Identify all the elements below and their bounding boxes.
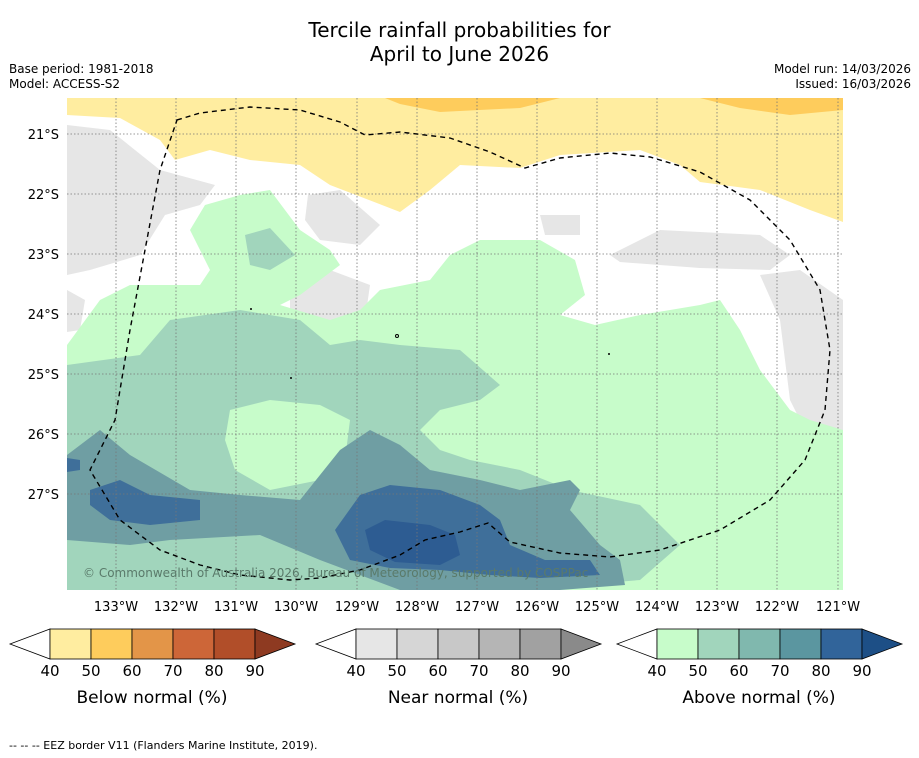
lon-label: 126°W: [515, 600, 559, 615]
issued-date: Issued: 16/03/2026: [795, 77, 911, 91]
colorbar-segment: [478, 628, 521, 660]
region-near-e: [760, 270, 843, 440]
region-near-h: [67, 140, 85, 332]
colorbar-tick-label: 90: [245, 662, 264, 680]
map-area: © Commonwealth of Australia 2026, Bureau…: [67, 98, 843, 590]
colorbar-segment: [131, 628, 174, 660]
lon-label: 129°W: [335, 600, 379, 615]
region-above-80-small: [67, 458, 80, 472]
model-name: Model: ACCESS-S2: [9, 77, 121, 91]
colorbar-segment: [779, 628, 822, 660]
eez-border-line: [89, 106, 831, 581]
lon-label: 123°W: [695, 600, 739, 615]
model-run: Model run: 14/03/2026: [773, 62, 911, 76]
colorbar-tick-label: 80: [811, 662, 830, 680]
island-dot: [290, 377, 292, 379]
region-near-b: [305, 190, 380, 245]
colorbar-above-title: Above normal (%): [682, 688, 835, 708]
region-above-50-pocket: [225, 400, 350, 490]
colorbar-tick-label: 40: [40, 662, 59, 680]
colorbar-tick-label: 90: [852, 662, 871, 680]
colorbar-below-title: Below normal (%): [77, 688, 228, 708]
colorbar-near: 40 50 60 70 80 90: [314, 628, 603, 680]
lon-label: 130°W: [274, 600, 318, 615]
colorbar-tick-label: 40: [346, 662, 365, 680]
colorbar-extend-high: [861, 628, 904, 660]
lat-label: 27°S: [28, 488, 59, 503]
colorbar-tick-label: 60: [428, 662, 447, 680]
eez-footnote: -- -- -- EEZ border V11 (Flanders Marine…: [9, 739, 318, 752]
colorbar-tick-label: 40: [647, 662, 666, 680]
region-above-60b: [245, 228, 295, 270]
colorbar-tick-label: 50: [688, 662, 707, 680]
colorbar-segment: [656, 628, 699, 660]
region-above-90: [365, 520, 460, 565]
title-line-1: Tercile rainfall probabilities for: [308, 18, 611, 42]
colorbar-segment: [355, 628, 398, 660]
lon-label: 128°W: [395, 600, 439, 615]
colorbar-tick-label: 50: [387, 662, 406, 680]
colorbar-above: 40 50 60 70 80 90: [615, 628, 904, 680]
region-below-50: [67, 98, 843, 222]
lat-label: 22°S: [28, 188, 59, 203]
lat-label: 23°S: [28, 248, 59, 263]
copyright-text: © Commonwealth of Australia 2026, Bureau…: [83, 566, 588, 580]
lon-label: 124°W: [635, 600, 679, 615]
region-near-a: [67, 125, 215, 275]
colorbar-extend-high: [254, 628, 297, 660]
lat-label: 26°S: [28, 428, 59, 443]
colorbar-tick-label: 70: [163, 662, 182, 680]
lat-label: 25°S: [28, 368, 59, 383]
lon-label: 122°W: [755, 600, 799, 615]
region-above-80: [90, 480, 600, 578]
colorbar-segment: [90, 628, 133, 660]
colorbar-tick-label: 70: [770, 662, 789, 680]
colorbar-near-title: Near normal (%): [388, 688, 528, 708]
colorbar-extend-low: [314, 628, 357, 660]
title-line-2: April to June 2026: [369, 42, 550, 66]
island-dot: [250, 308, 252, 310]
lat-label: 24°S: [28, 308, 59, 323]
map-title: Tercile rainfall probabilities for April…: [0, 18, 919, 66]
colorbar-tick-label: 90: [551, 662, 570, 680]
grid-lines: [67, 98, 843, 590]
lon-label: 133°W: [94, 600, 138, 615]
colorbar-below: 40 50 60 70 80 90: [8, 628, 297, 680]
base-period: Base period: 1981-2018: [9, 62, 154, 76]
colorbar-segment: [437, 628, 480, 660]
lon-label: 121°W: [816, 600, 860, 615]
lon-label: 131°W: [214, 600, 258, 615]
colorbar-tick-label: 80: [510, 662, 529, 680]
meta-left: Base period: 1981-2018 Model: ACCESS-S2: [9, 62, 154, 92]
colorbar-segment: [820, 628, 863, 660]
colorbar-tick-label: 80: [204, 662, 223, 680]
colorbar-segment: [738, 628, 781, 660]
island-dot: [608, 353, 610, 355]
lat-axis: 21°S 22°S 23°S 24°S 25°S 26°S 27°S: [28, 128, 59, 503]
region-below-60: [385, 98, 843, 115]
meta-right: Model run: 14/03/2026 Issued: 16/03/2026: [774, 62, 911, 92]
colorbar-segment: [49, 628, 92, 660]
colorbar-tick-label: 60: [122, 662, 141, 680]
region-near-d: [540, 215, 790, 270]
lon-axis: 133°W 132°W 131°W 130°W 129°W 128°W 127°…: [94, 600, 860, 615]
lon-label: 132°W: [154, 600, 198, 615]
colorbar-extend-low: [8, 628, 51, 660]
colorbar-tick-label: 50: [81, 662, 100, 680]
colorbar-extend-high: [560, 628, 603, 660]
colorbar-extend-low: [615, 628, 658, 660]
lat-label: 21°S: [28, 128, 59, 143]
colorbar-tick-label: 70: [469, 662, 488, 680]
colorbar-segment: [519, 628, 562, 660]
colorbar-tick-label: 60: [729, 662, 748, 680]
lon-label: 127°W: [455, 600, 499, 615]
colorbar-segment: [396, 628, 439, 660]
colorbar-segment: [172, 628, 215, 660]
colorbar-segment: [213, 628, 256, 660]
colorbar-segment: [697, 628, 740, 660]
island-dot: [395, 334, 399, 338]
lon-label: 125°W: [575, 600, 619, 615]
